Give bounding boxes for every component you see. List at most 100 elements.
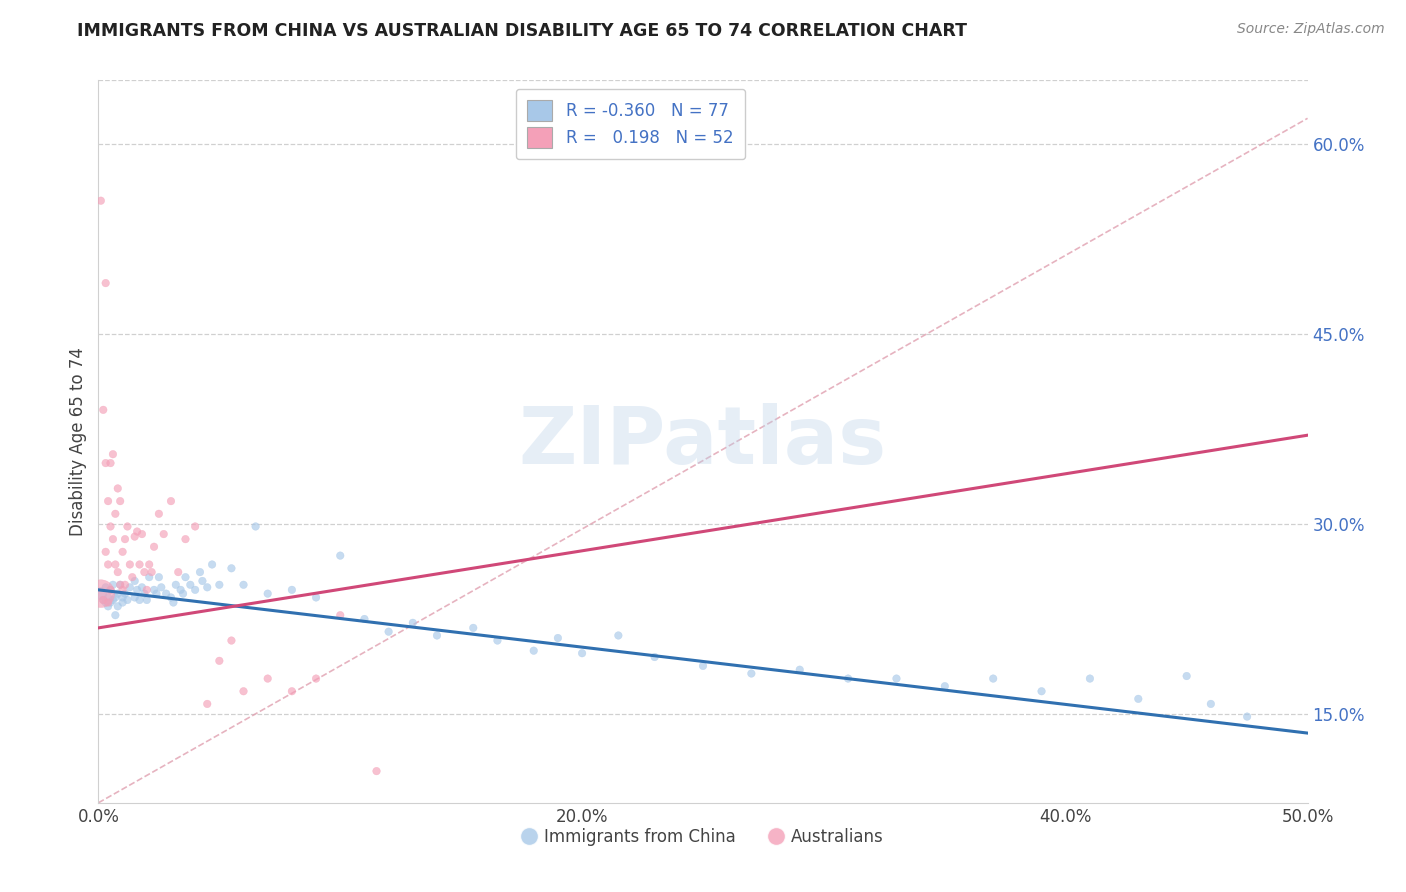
Point bbox=[281, 684, 304, 698]
Point bbox=[108, 578, 131, 592]
Point bbox=[134, 565, 156, 579]
Point bbox=[101, 593, 124, 607]
Point bbox=[934, 679, 956, 693]
Point bbox=[111, 591, 134, 605]
Point bbox=[97, 494, 120, 508]
Point bbox=[789, 663, 811, 677]
Point bbox=[128, 593, 150, 607]
Point bbox=[148, 570, 170, 584]
Point bbox=[104, 507, 127, 521]
Point bbox=[195, 580, 218, 594]
Point bbox=[97, 591, 120, 605]
Point bbox=[131, 580, 153, 594]
Point bbox=[131, 527, 153, 541]
Point bbox=[692, 659, 714, 673]
Point bbox=[111, 595, 134, 609]
Point bbox=[1031, 684, 1053, 698]
Point bbox=[172, 587, 194, 601]
Point bbox=[127, 582, 149, 597]
Point bbox=[117, 593, 139, 607]
Point bbox=[245, 519, 267, 533]
Point bbox=[117, 519, 139, 533]
Point bbox=[100, 582, 122, 597]
Point bbox=[1078, 672, 1101, 686]
Point bbox=[184, 519, 207, 533]
Point bbox=[547, 631, 569, 645]
Point bbox=[135, 593, 157, 607]
Point bbox=[195, 697, 218, 711]
Point bbox=[191, 574, 214, 588]
Point bbox=[1236, 709, 1258, 723]
Point bbox=[232, 684, 254, 698]
Point bbox=[232, 578, 254, 592]
Point bbox=[402, 615, 425, 630]
Point bbox=[107, 587, 129, 601]
Point bbox=[97, 558, 120, 572]
Point bbox=[179, 578, 201, 592]
Point bbox=[256, 587, 278, 601]
Legend: Immigrants from China, Australians: Immigrants from China, Australians bbox=[516, 821, 890, 852]
Point bbox=[1175, 669, 1198, 683]
Point bbox=[169, 582, 191, 597]
Point bbox=[127, 524, 149, 539]
Point bbox=[104, 591, 127, 605]
Point bbox=[138, 570, 160, 584]
Point bbox=[91, 593, 114, 607]
Text: IMMIGRANTS FROM CHINA VS AUSTRALIAN DISABILITY AGE 65 TO 74 CORRELATION CHART: IMMIGRANTS FROM CHINA VS AUSTRALIAN DISA… bbox=[77, 22, 967, 40]
Point bbox=[91, 402, 114, 417]
Point bbox=[152, 527, 174, 541]
Point bbox=[160, 494, 183, 508]
Point bbox=[138, 558, 160, 572]
Point bbox=[353, 612, 375, 626]
Point bbox=[981, 672, 1004, 686]
Point bbox=[148, 507, 170, 521]
Point bbox=[886, 672, 908, 686]
Point bbox=[426, 628, 449, 642]
Point bbox=[366, 764, 388, 778]
Point bbox=[107, 482, 129, 496]
Point bbox=[104, 608, 127, 623]
Point bbox=[100, 456, 122, 470]
Point bbox=[523, 643, 546, 657]
Text: Source: ZipAtlas.com: Source: ZipAtlas.com bbox=[1237, 22, 1385, 37]
Point bbox=[160, 591, 183, 605]
Point bbox=[124, 574, 146, 588]
Point bbox=[111, 582, 134, 597]
Point bbox=[463, 621, 485, 635]
Point bbox=[174, 570, 197, 584]
Point bbox=[94, 580, 117, 594]
Point bbox=[118, 558, 141, 572]
Point bbox=[121, 570, 143, 584]
Point bbox=[128, 558, 150, 572]
Point bbox=[167, 565, 190, 579]
Point bbox=[837, 672, 859, 686]
Point bbox=[108, 494, 131, 508]
Point bbox=[188, 565, 211, 579]
Point bbox=[155, 587, 177, 601]
Point bbox=[94, 456, 117, 470]
Point bbox=[118, 580, 141, 594]
Point bbox=[135, 582, 157, 597]
Point bbox=[305, 591, 328, 605]
Point bbox=[97, 599, 120, 614]
Point bbox=[91, 593, 114, 607]
Point bbox=[256, 672, 278, 686]
Point bbox=[221, 633, 243, 648]
Point bbox=[141, 565, 163, 579]
Point bbox=[104, 558, 127, 572]
Point bbox=[329, 549, 352, 563]
Point bbox=[184, 582, 207, 597]
Point bbox=[124, 530, 146, 544]
Point bbox=[145, 587, 167, 601]
Point bbox=[101, 532, 124, 546]
Point bbox=[134, 587, 156, 601]
Point bbox=[107, 599, 129, 614]
Point bbox=[101, 578, 124, 592]
Y-axis label: Disability Age 65 to 74: Disability Age 65 to 74 bbox=[69, 347, 87, 536]
Point bbox=[100, 519, 122, 533]
Point bbox=[94, 276, 117, 290]
Point bbox=[1128, 691, 1150, 706]
Point bbox=[101, 447, 124, 461]
Point bbox=[94, 595, 117, 609]
Point bbox=[607, 628, 630, 642]
